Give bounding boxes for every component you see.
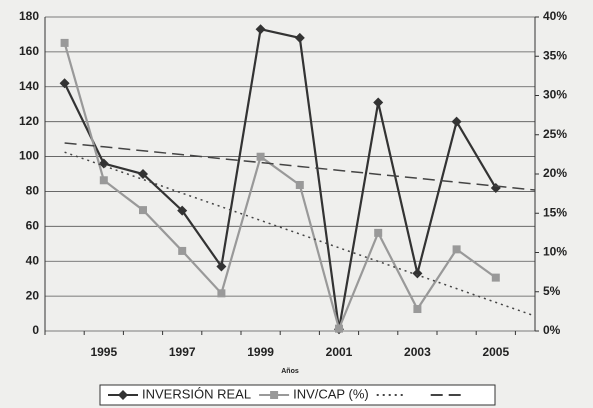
y-tick-label: 100 xyxy=(19,149,39,163)
marker xyxy=(255,24,266,35)
series-line xyxy=(64,151,536,317)
marker xyxy=(139,206,147,215)
y2-tick-label: 25% xyxy=(543,127,567,141)
y2-tick-label: 40% xyxy=(543,9,567,23)
marker xyxy=(99,176,108,185)
y-tick-label: 160 xyxy=(19,44,39,58)
x-tick-label: 1997 xyxy=(169,345,196,359)
y2-tick-label: 35% xyxy=(543,48,567,62)
marker xyxy=(256,152,265,161)
y-tick-label: 40 xyxy=(26,253,40,267)
x-tick-label: 1999 xyxy=(247,345,274,359)
x-axis-label: Años xyxy=(281,368,299,375)
y-tick-label: 80 xyxy=(26,184,40,198)
marker xyxy=(373,97,384,108)
y-tick-label: 60 xyxy=(26,219,40,233)
y2-tick-label: 5% xyxy=(543,284,561,298)
y-tick-label: 20 xyxy=(26,288,40,302)
series-line xyxy=(63,27,497,330)
y2-tick-label: 15% xyxy=(543,205,567,219)
x-tick-label: 2003 xyxy=(404,345,431,359)
marker xyxy=(138,169,148,179)
x-tick-label: 2001 xyxy=(326,345,353,359)
legend-box xyxy=(99,384,496,406)
marker xyxy=(491,273,500,282)
marker xyxy=(59,78,70,89)
marker xyxy=(335,324,343,333)
marker xyxy=(490,182,501,193)
x-tick-label: 1995 xyxy=(90,345,117,359)
marker xyxy=(60,38,69,47)
marker xyxy=(295,180,304,189)
marker xyxy=(177,205,188,216)
marker xyxy=(178,246,187,255)
y2-tick-label: 30% xyxy=(543,88,567,102)
y-tick-label: 180 xyxy=(19,9,39,23)
y-tick-label: 140 xyxy=(19,79,39,93)
series-line xyxy=(64,142,536,191)
marker xyxy=(451,116,462,127)
y2-tick-label: 10% xyxy=(543,245,567,259)
y2-tick-label: 0% xyxy=(543,323,561,337)
series-line xyxy=(63,42,497,333)
y-tick-label: 0 xyxy=(32,323,39,337)
marker xyxy=(374,228,383,237)
y-tick-label: 120 xyxy=(19,114,39,128)
marker xyxy=(217,289,226,298)
legend-marker xyxy=(270,391,279,399)
marker xyxy=(413,305,422,314)
marker xyxy=(216,261,227,272)
marker xyxy=(294,32,305,43)
legend-marker xyxy=(118,390,128,400)
legend-label: INVERSIÓN REAL xyxy=(142,386,251,401)
marker xyxy=(452,245,461,254)
x-tick-label: 2005 xyxy=(482,345,509,359)
marker xyxy=(412,268,423,279)
legend-label: INV/CAP (%) xyxy=(293,386,369,401)
y2-tick-label: 20% xyxy=(543,166,567,180)
